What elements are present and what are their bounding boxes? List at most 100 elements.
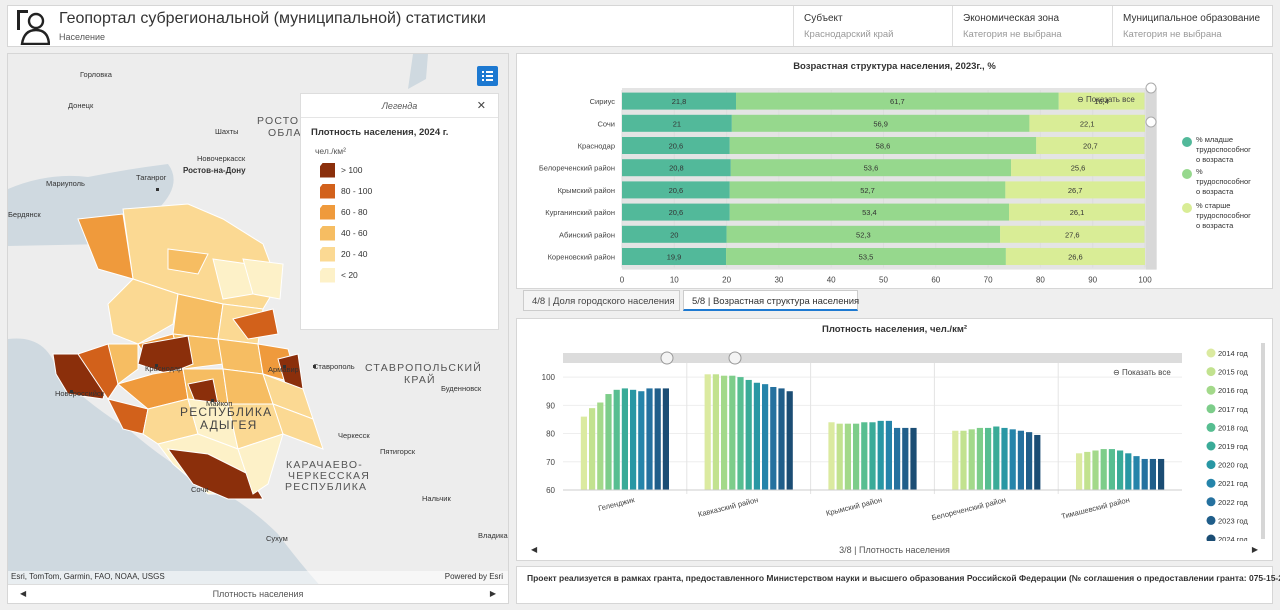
bar <box>877 420 884 490</box>
svg-text:КАРАЧАЕВО-: КАРАЧАЕВО- <box>286 459 363 471</box>
data-label: 21,8 <box>672 97 687 106</box>
category-label: Сириус <box>590 97 616 106</box>
legend-marker <box>1206 404 1216 414</box>
density-show-all-zoom[interactable]: ⊖ Показать все <box>1113 368 1171 377</box>
age-chart[interactable]: 0 10 20 30 40 50 60 70 80 90 100 Сириус 21,8 61,7 16,4… <box>517 54 1272 288</box>
show-all-zoom[interactable]: ⊖ Показать все <box>1077 95 1135 104</box>
legend-label: трудоспособног <box>1196 177 1251 186</box>
attribution-text: Esri, TomTom, Garmin, FAO, NOAA, USGS <box>11 572 165 581</box>
economic-zone-selector[interactable]: Экономическая зона Категория не выбрана <box>952 6 1112 46</box>
legend-marker <box>1206 348 1216 358</box>
bar-segment <box>1009 203 1145 221</box>
prev-arrow-icon[interactable]: ◀ <box>531 545 538 554</box>
black-sea <box>8 338 337 603</box>
place-label: Донецк <box>68 101 94 110</box>
municipality-selector[interactable]: Муниципальное образование Категория не в… <box>1112 6 1272 46</box>
legend-swatch <box>320 246 335 262</box>
bar <box>976 427 983 490</box>
data-label: 52,3 <box>856 230 871 239</box>
subject-selector[interactable]: Субъект Краснодарский край <box>793 6 952 46</box>
bar <box>753 382 760 490</box>
legend-label: > 100 <box>341 165 363 175</box>
page-title: Геопортал субрегиональной (муниципальной… <box>59 10 486 27</box>
y-tick-label: 90 <box>546 401 555 410</box>
place-label: Сухум <box>266 534 288 543</box>
bar-segment <box>622 114 732 132</box>
x-tick-label: 80 <box>1036 276 1045 285</box>
legend-unit: чел./км² <box>315 146 346 156</box>
bar <box>844 423 851 490</box>
bar <box>745 379 752 490</box>
bar-segment <box>729 181 1006 199</box>
legend-label: % <box>1196 167 1203 176</box>
bar <box>1133 456 1140 490</box>
bar-segment <box>1011 159 1145 177</box>
legend-swatch <box>320 267 335 283</box>
bar <box>828 422 835 490</box>
legend-marker <box>1206 515 1216 525</box>
data-label: 61,7 <box>890 97 905 106</box>
app-header: Геопортал субрегиональной (муниципальной… <box>7 5 1273 47</box>
category-label: Крымский район <box>558 186 615 195</box>
x-tick-label: 60 <box>931 276 940 285</box>
bar <box>638 391 645 490</box>
data-label: 20,6 <box>669 186 684 195</box>
density-chart[interactable]: 60 70 80 90 100 Геленджик Кавказский район Крым… <box>517 319 1272 541</box>
data-label: 16,4 <box>1094 97 1109 106</box>
place-label: Нальчик <box>422 494 451 503</box>
bar <box>589 408 596 490</box>
density-chart-title: Плотность населения, чел./км² <box>821 324 968 335</box>
x-tick-label: 70 <box>984 276 993 285</box>
choropleth-regions[interactable] <box>52 203 324 500</box>
legend-marker <box>1206 460 1216 470</box>
place-label: Черкесск <box>338 431 370 440</box>
legend-toggle-button[interactable] <box>477 66 498 86</box>
scroll-track <box>1146 88 1156 270</box>
next-arrow-icon[interactable]: ▶ <box>1251 545 1258 554</box>
bar <box>721 375 728 490</box>
bar <box>902 427 909 490</box>
data-label: 56,9 <box>873 119 888 128</box>
category-label: Сочи <box>597 119 615 128</box>
powered-by-link[interactable]: Powered by Esri <box>444 572 503 581</box>
bar <box>1084 451 1091 490</box>
prev-arrow-icon[interactable]: ◀ <box>20 589 27 598</box>
svg-text:СТАВРОПОЛЬСКИЙ: СТАВРОПОЛЬСКИЙ <box>365 361 482 374</box>
bar-segment <box>729 137 1037 154</box>
range-handle <box>660 351 674 365</box>
legend-panel: Легенда ✕ Плотность населения, 2024 г. ч… <box>300 93 499 330</box>
data-label: 20,8 <box>669 164 684 173</box>
category-label: Курганинский район <box>545 208 615 217</box>
legend-item: 20 - 40 <box>320 246 498 262</box>
tab-urban-share[interactable]: 4/8 | Доля городского населения <box>523 290 680 311</box>
zoom-icon: ⊖ <box>1113 368 1120 377</box>
bar-segment <box>731 114 1030 132</box>
map-view[interactable]: Горловка Донецк Шахты Новочеркасск Росто… <box>7 53 509 604</box>
legend-swatch <box>320 204 335 220</box>
economic-zone-value: Категория не выбрана <box>963 29 1062 40</box>
bar <box>910 427 917 490</box>
bar <box>1149 458 1156 490</box>
region-labels: РОСТОВ ОБЛА СТАВРОПОЛЬСКИЙ КРАЙ РЕСПУБЛИ… <box>180 115 482 493</box>
age-structure-panel: Возрастная структура населения, 2023г., … <box>516 53 1273 289</box>
bar <box>1026 432 1033 490</box>
footer-panel: Проект реализуется в рамках гранта, пред… <box>516 566 1280 604</box>
tab-age-structure[interactable]: 5/8 | Возрастная структура населения <box>683 290 859 311</box>
close-icon[interactable]: ✕ <box>476 100 486 112</box>
legend-label: 80 - 100 <box>341 186 373 196</box>
legend-label: о возраста <box>1196 187 1234 196</box>
next-arrow-icon[interactable]: ▶ <box>489 589 496 598</box>
bar <box>960 430 967 490</box>
density-bottom-bar: ◀ 3/8 | Плотность населения ▶ <box>517 541 1272 560</box>
bar-segment <box>726 248 1006 265</box>
bar <box>1076 453 1083 490</box>
bar-segment <box>1005 248 1145 265</box>
scroll-handle <box>1145 82 1157 94</box>
data-label: 19,9 <box>667 253 682 262</box>
bar-segment <box>622 137 730 154</box>
y-tick-label: 80 <box>546 430 555 439</box>
bar <box>1092 450 1099 490</box>
svg-text:АДЫГЕЯ: АДЫГЕЯ <box>200 418 258 432</box>
range-handle <box>728 351 742 365</box>
svg-text:ЧЕРКЕССКАЯ: ЧЕРКЕССКАЯ <box>288 470 370 482</box>
